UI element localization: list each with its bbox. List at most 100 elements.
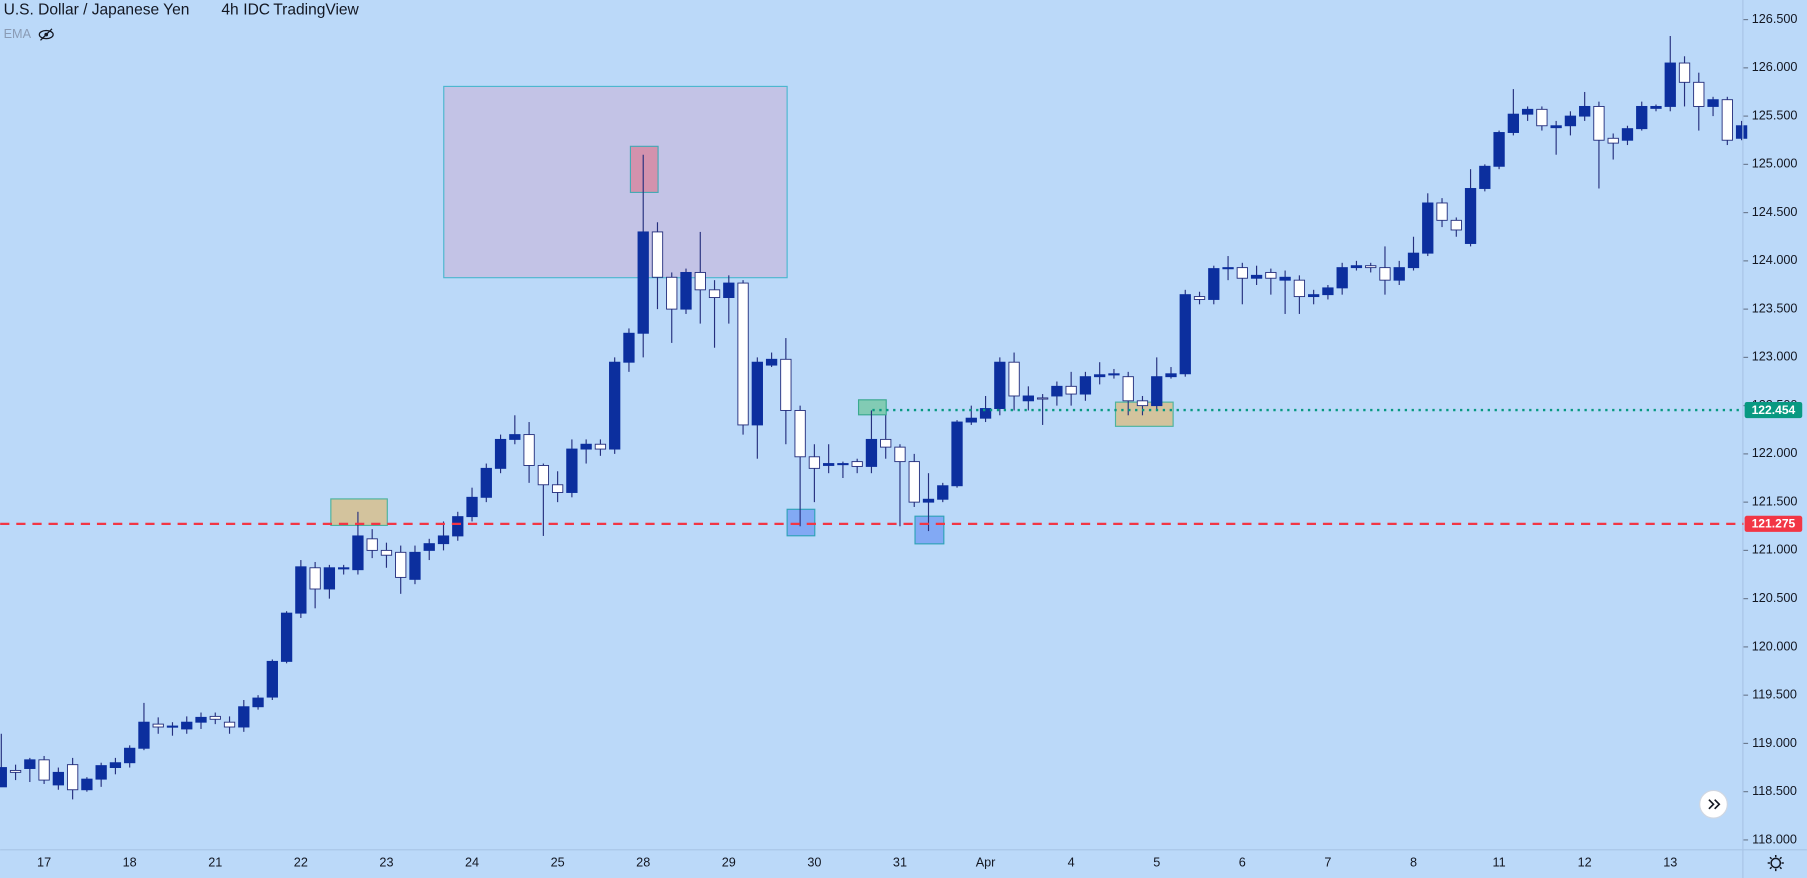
candle-body [551,484,564,493]
y-tick-label: 120.000 [1752,639,1798,653]
candle-body [209,715,221,720]
candle-body [1222,267,1234,270]
candle-body [166,725,179,728]
candle-body [1493,132,1505,167]
candle-body [1593,105,1605,141]
candle-body [9,769,22,773]
x-tick-label: 28 [636,855,650,869]
settings-button[interactable] [1767,854,1784,872]
y-tick-label: 124.000 [1752,253,1798,267]
candle-body [1650,105,1662,109]
candle-body [623,332,635,363]
candle-body [1279,276,1291,281]
candle-body [1322,287,1334,296]
candle-body [323,567,336,590]
candle-body [823,463,835,466]
candle-body [1136,400,1149,407]
candle-body [1208,268,1220,300]
candle-body [1536,108,1548,127]
candle-body [1293,279,1306,298]
candle-body [138,721,150,749]
candle-body [52,771,65,786]
candle-body [223,721,236,728]
candle-body [1151,376,1163,407]
candle-body [81,778,93,791]
candle-body [1022,395,1035,402]
candle-body [537,465,550,486]
candle-body [1179,294,1191,375]
candle-body [352,535,364,571]
candle-body [1051,385,1063,397]
zone-box [914,515,945,545]
candle-body [566,448,578,493]
zone-box [857,399,887,416]
zone-box [786,508,816,537]
candle-body [1308,294,1320,298]
candle-body [1450,219,1462,231]
x-tick-label: 6 [1239,855,1246,869]
candle-body [1193,296,1206,300]
candle-body [1550,125,1562,129]
candle-body [509,434,521,440]
candle-body [694,271,706,291]
price-tag [1744,402,1803,419]
price-tag [1744,515,1803,532]
candle-body [95,765,107,780]
candle-body [295,566,307,614]
interval: 4h [221,1,238,18]
price-tag-label: 122.454 [1752,403,1796,417]
candle-body [637,231,649,334]
source: IDC [243,1,270,18]
y-tick-label: 125.500 [1752,108,1798,122]
price-tag-label: 121.275 [1752,517,1796,531]
scroll-to-latest-button[interactable] [1699,789,1728,819]
candle-body [238,706,250,728]
candle-body [794,409,806,458]
candle-body [651,231,664,278]
y-tick-label: 125.000 [1752,157,1798,171]
candle-body [1693,81,1705,107]
candle-body [1664,62,1676,107]
y-tick-label: 126.000 [1752,60,1798,74]
candle-body [1707,99,1719,107]
candle-body [1735,125,1748,139]
y-tick-label: 119.500 [1752,688,1797,702]
x-tick-label: 17 [37,855,51,869]
y-tick-label: 123.500 [1752,301,1798,315]
candle-body [894,446,906,463]
y-tick-label: 120.500 [1752,591,1798,605]
x-tick-label: 8 [1410,855,1417,869]
candle-body [1379,267,1391,281]
candle-body [523,434,535,466]
candle-body [1436,202,1448,221]
y-tick-label: 124.500 [1752,205,1798,219]
candle-body [109,762,122,769]
x-tick-label: 29 [722,855,736,869]
candle-body [1607,137,1619,144]
candle-body [1008,361,1020,397]
candle-body [1422,202,1434,254]
candle-body [808,456,821,469]
candle-body [266,660,278,698]
candle-body [24,759,36,769]
candle-body [1479,165,1491,189]
x-tick-label: 12 [1578,855,1592,869]
x-tick-label: 11 [1493,855,1506,869]
x-tick-label: 18 [123,855,137,869]
candle-body [195,716,207,723]
candle-body [580,443,592,450]
indicator-label[interactable]: EMA [4,27,32,41]
hide-icon[interactable] [38,28,54,41]
candle-body [1094,374,1106,378]
candle-body [680,271,692,310]
candle-body [480,467,492,498]
candle-body [737,282,749,426]
candle-body [1036,397,1049,400]
x-tick-label: 7 [1324,855,1331,869]
candle-body [908,461,920,503]
candle-body [1678,62,1691,83]
candle-body [252,697,264,708]
candle-body [437,535,450,545]
candle-body [751,361,763,426]
